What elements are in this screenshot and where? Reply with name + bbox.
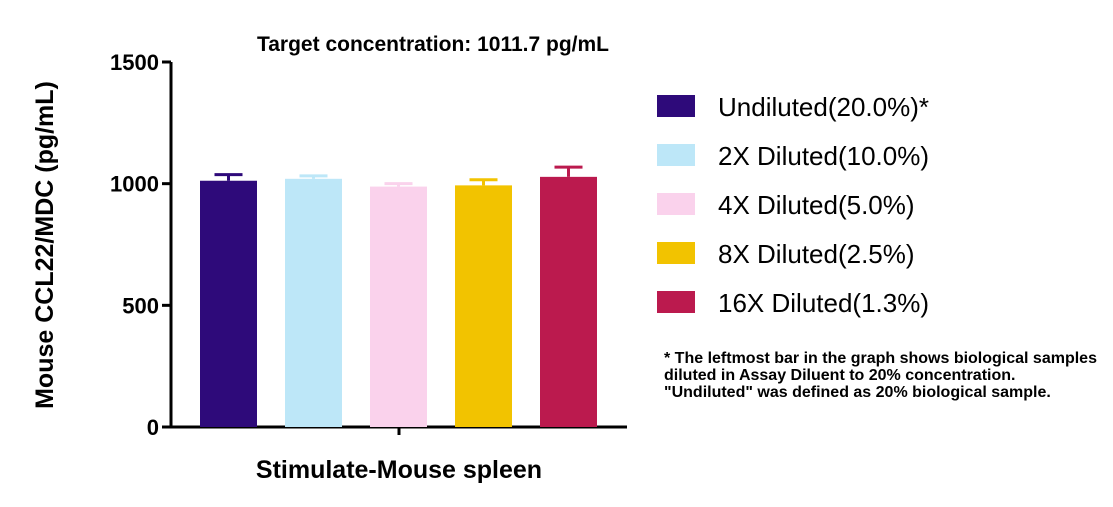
legend: Undiluted(20.0%)* 2X Diluted(10.0%) 4X Dil… <box>657 92 929 318</box>
legend-swatch-5 <box>657 291 695 313</box>
legend-label-4: 8X Diluted(2.5%) <box>718 239 915 269</box>
y-tick-label-500: 500 <box>122 293 159 318</box>
bar-4 <box>455 185 512 427</box>
bar-1 <box>200 180 257 427</box>
bar-2 <box>285 178 342 427</box>
y-axis-label: Mouse CCL22/MDC (pg/mL) <box>31 81 59 409</box>
legend-swatch-4 <box>657 242 695 264</box>
legend-label-3: 4X Diluted(5.0%) <box>718 190 915 220</box>
y-tick-label-1500: 1500 <box>110 50 159 75</box>
footnote: * The leftmost bar in the graph shows bi… <box>664 350 1097 401</box>
bar-5 <box>540 176 597 427</box>
legend-label-2: 2X Diluted(10.0%) <box>718 141 929 171</box>
x-axis-label: Stimulate-Mouse spleen <box>256 456 542 484</box>
legend-label-5: 16X Diluted(1.3%) <box>718 288 929 318</box>
legend-swatch-3 <box>657 193 695 215</box>
chart-title: Target concentration: 1011.7 pg/mL <box>257 33 609 56</box>
legend-label-1: Undiluted(20.0%)* <box>718 92 929 122</box>
legend-swatch-1 <box>657 95 695 117</box>
y-tick-label-1000: 1000 <box>110 172 159 197</box>
plot-area: 0 500 1000 1500 <box>110 50 627 440</box>
y-tick-label-0: 0 <box>147 415 159 440</box>
bar-3 <box>370 186 427 427</box>
legend-swatch-2 <box>657 144 695 166</box>
